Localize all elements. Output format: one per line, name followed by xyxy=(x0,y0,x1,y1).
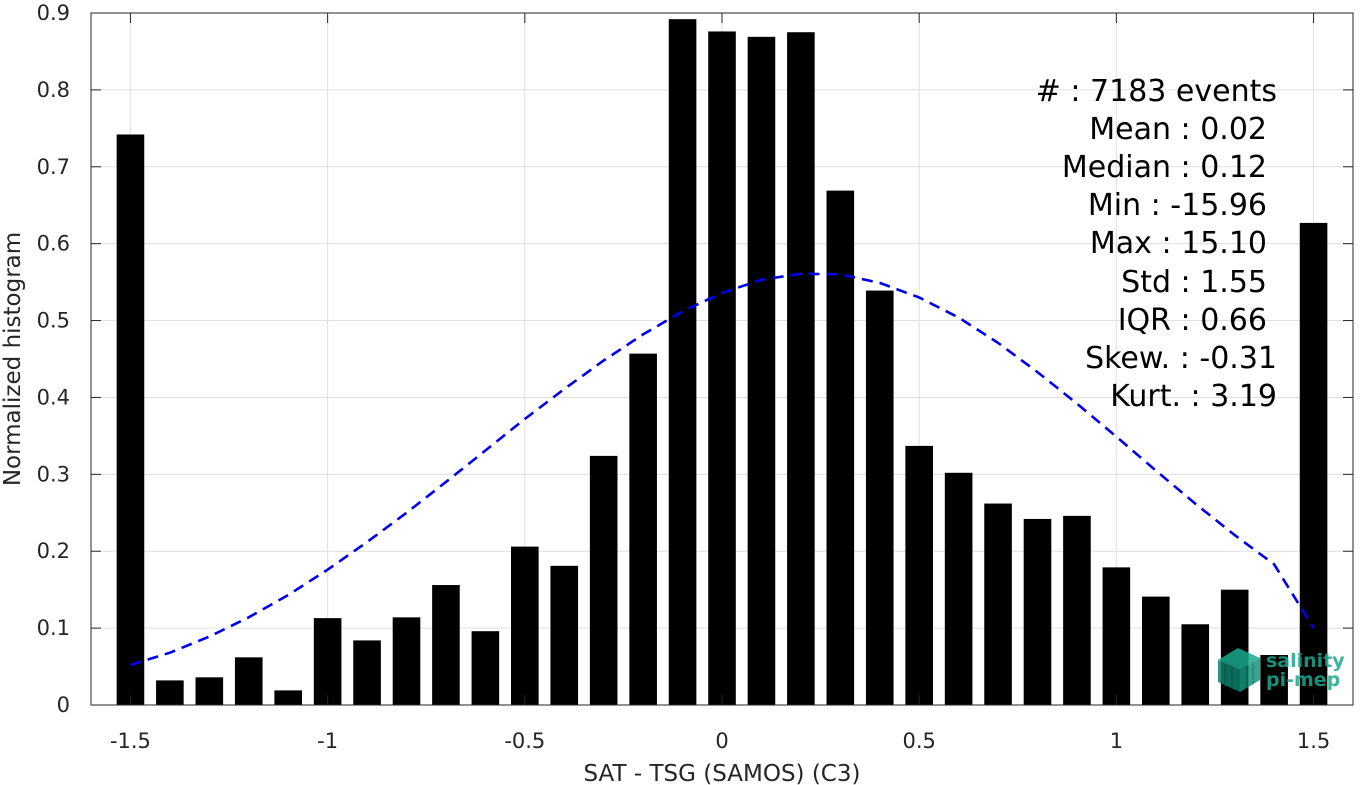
logo-text-salinity: salinity xyxy=(1266,650,1345,672)
axis-ticks xyxy=(91,12,1353,706)
stat-skew: Skew. : -0.31 xyxy=(1085,341,1277,376)
y-tick-label: 0.9 xyxy=(37,1,70,25)
histogram-bar xyxy=(313,618,342,705)
salinity-pimep-logo: salinity pi-mep xyxy=(1218,648,1345,692)
normal-fit-curve xyxy=(130,272,1315,667)
histogram-bar xyxy=(432,585,460,705)
y-tick-label: 0.2 xyxy=(37,539,70,563)
stat-kurt: Kurt. : 3.19 xyxy=(1110,379,1277,414)
stat-events: # : 7183 events xyxy=(1036,74,1277,109)
logo-text-pimep: pi-mep xyxy=(1266,669,1340,691)
stat-median: Median : 0.12 xyxy=(1062,150,1267,185)
histogram-bar xyxy=(629,353,657,705)
stats-box: # : 7183 events Mean : 0.02 Median : 0.1… xyxy=(1036,74,1277,414)
histogram-bar xyxy=(944,472,973,705)
histogram-bar xyxy=(195,677,224,705)
y-tick-label: 0.8 xyxy=(37,78,70,102)
logo-cube-icon xyxy=(1218,648,1260,692)
histogram-bar xyxy=(747,36,776,705)
stat-max: Max : 15.10 xyxy=(1090,226,1267,261)
histogram-bar xyxy=(511,546,539,705)
y-tick-label: 0.4 xyxy=(37,385,70,409)
histogram-bar xyxy=(1063,515,1091,705)
y-tick-label: 0.1 xyxy=(37,616,70,640)
y-tick-labels: 0 0.1 0.2 0.3 0.4 0.5 0.6 0.7 0.8 0.9 xyxy=(37,1,70,717)
histogram-bar xyxy=(471,631,500,705)
histogram-bar xyxy=(668,19,697,705)
histogram-bar xyxy=(392,617,421,705)
histogram-bar xyxy=(1102,567,1131,705)
y-axis-label: Normalized histogram xyxy=(0,232,26,486)
y-tick-label: 0.5 xyxy=(37,309,70,333)
histogram-bar xyxy=(1299,222,1328,705)
x-tick-label: 0 xyxy=(715,729,728,753)
histogram-bar xyxy=(234,657,263,705)
histogram-bar xyxy=(550,565,579,705)
stat-iqr: IQR : 0.66 xyxy=(1118,303,1267,338)
histogram-bar xyxy=(1142,596,1170,705)
histogram-bar xyxy=(116,134,145,706)
histogram-bar xyxy=(353,640,381,705)
stat-mean: Mean : 0.02 xyxy=(1089,112,1267,147)
histogram-bar xyxy=(1181,624,1210,705)
stat-min: Min : -15.96 xyxy=(1088,188,1267,223)
histogram-bar xyxy=(984,503,1012,705)
y-tick-label: 0.7 xyxy=(37,155,70,179)
histogram-bar xyxy=(787,32,815,705)
histogram-bar xyxy=(274,690,302,705)
histogram-bar xyxy=(865,290,894,705)
x-tick-label: -1 xyxy=(317,729,338,753)
stat-std: Std : 1.55 xyxy=(1121,265,1267,300)
histogram-bar xyxy=(589,455,618,705)
x-tick-label: -1.5 xyxy=(110,729,151,753)
x-tick-label: 1.5 xyxy=(1297,729,1330,753)
histogram-bar xyxy=(708,31,736,706)
y-tick-label: 0.3 xyxy=(37,462,70,486)
bars xyxy=(116,19,1328,706)
y-tick-label: 0.6 xyxy=(37,232,70,256)
y-tick-label: 0 xyxy=(57,693,70,717)
x-tick-label: 0.5 xyxy=(902,729,935,753)
x-tick-labels: -1.5 -1 -0.5 0 0.5 1 1.5 xyxy=(110,729,1330,753)
x-tick-label: 1 xyxy=(1110,729,1123,753)
x-axis-label: SAT - TSG (SAMOS) (C3) xyxy=(584,761,861,785)
x-tick-label: -0.5 xyxy=(504,729,545,753)
histogram-bar xyxy=(1023,518,1052,705)
histogram-bar xyxy=(905,445,933,705)
histogram-bar xyxy=(156,680,184,705)
histogram-bar xyxy=(826,190,855,705)
histogram-bar xyxy=(1260,655,1288,705)
